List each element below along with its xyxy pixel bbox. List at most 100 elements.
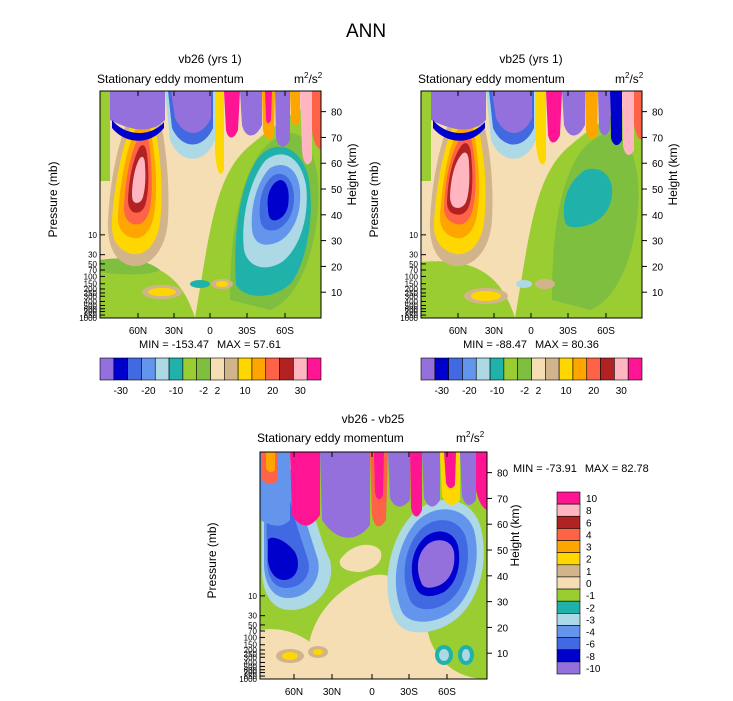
- colorbar-swatch: [503, 357, 518, 381]
- colorbar-label: -6: [586, 640, 595, 651]
- p-tick-label: 30: [248, 612, 257, 621]
- min-max-label: MIN = -88.47 MAX = 80.36: [463, 339, 599, 351]
- p-tick-label: 300: [84, 292, 98, 301]
- contour-region: [290, 91, 300, 126]
- colorbar-swatch: [475, 357, 491, 381]
- p-tick-label: 600: [405, 305, 419, 314]
- contour-region: [410, 452, 422, 517]
- colorbar-label: 20: [588, 386, 600, 397]
- colorbar-swatch: [556, 576, 581, 590]
- p-tick-label: 400: [84, 297, 98, 306]
- colorbar-swatch: [556, 515, 581, 529]
- contour-region: [216, 281, 228, 287]
- contour-region: [422, 452, 440, 507]
- contour-region: [374, 452, 384, 500]
- p-tick-label: 400: [244, 658, 258, 667]
- colorbar-label: -10: [490, 386, 505, 397]
- km-tick-label: 70: [652, 133, 664, 144]
- p-tick-label: 700: [405, 308, 419, 317]
- p-tick-label: 100: [405, 272, 419, 281]
- contour-region: [313, 649, 323, 655]
- p-tick-label: 250: [84, 289, 98, 298]
- colorbar-label: -4: [586, 628, 595, 639]
- ylabel-right: Height (km): [508, 504, 522, 566]
- p-tick-label: 500: [405, 301, 419, 310]
- colorbar-label: 10: [586, 494, 598, 505]
- colorbar-swatch: [251, 357, 267, 381]
- min-max-label: MIN = -73.91 MAX = 82.78: [513, 463, 649, 475]
- km-tick-label: 10: [652, 288, 664, 299]
- ylabel-left: Pressure (mb): [46, 161, 60, 237]
- p-tick-label: 1000: [239, 675, 257, 684]
- contour-region: [439, 649, 449, 661]
- colorbar-swatch: [306, 357, 322, 381]
- colorbar-swatch: [556, 540, 581, 553]
- contour-region: [307, 574, 487, 679]
- x-tick-label: 30S: [238, 326, 256, 337]
- panel-3: vb26 - vb25 Stationary eddy momentum m2/…: [205, 412, 649, 698]
- contour-region: [267, 180, 289, 221]
- colorbar-swatch: [224, 357, 239, 381]
- colorbar-swatch: [556, 503, 581, 517]
- colorbar-label: 0: [586, 579, 592, 590]
- x-tick-label: 60S: [597, 326, 615, 337]
- km-tick-label: 40: [497, 572, 509, 583]
- x-tick-label: 30N: [485, 326, 503, 337]
- colorbar-swatch: [196, 357, 211, 381]
- colorbar-swatch: [113, 357, 128, 381]
- x-tick-label: 60N: [285, 687, 303, 698]
- ylabel-left: Pressure (mb): [367, 161, 381, 237]
- p-tick-label: 150: [84, 280, 98, 289]
- p-tick-label: 1000: [79, 314, 97, 323]
- contour-region: [171, 91, 211, 133]
- colorbar-swatch: [586, 357, 601, 381]
- x-tick-label: 60N: [129, 326, 147, 337]
- colorbar-swatch: [127, 357, 142, 381]
- colorbar-swatch: [154, 357, 170, 381]
- axes: 60N 30N 0 30S 60S103050701001502002503004005…: [205, 452, 522, 698]
- p-tick-label: 700: [244, 669, 258, 678]
- units-label: m2/s2: [294, 71, 323, 86]
- p-tick-label: 30: [88, 251, 97, 260]
- x-tick-label: 30S: [559, 326, 577, 337]
- colorbar-swatch: [556, 552, 581, 566]
- p-tick-label: 500: [244, 662, 258, 671]
- colorbar-label: 2: [536, 386, 542, 397]
- p-tick-label: 500: [84, 301, 98, 310]
- p-tick-label: 600: [84, 305, 98, 314]
- p-tick-label: 1000: [400, 314, 418, 323]
- km-tick-label: 50: [331, 185, 343, 196]
- colorbar-swatch: [572, 357, 588, 381]
- colorbar-swatch: [558, 357, 574, 381]
- colorbar-swatch: [556, 613, 581, 626]
- p-tick-label: 850: [405, 311, 419, 320]
- colorbar-swatch: [556, 600, 581, 614]
- p-tick-label: 250: [405, 289, 419, 298]
- x-tick-label: 30N: [165, 326, 183, 337]
- colorbar-swatch: [600, 357, 615, 381]
- km-tick-label: 30: [497, 598, 509, 609]
- p-tick-label: 70: [409, 266, 418, 275]
- p-tick-label: 70: [248, 627, 257, 636]
- colorbar-swatch: [556, 528, 581, 541]
- km-tick-label: 20: [652, 262, 664, 273]
- p-tick-label: 50: [88, 260, 97, 269]
- km-tick-label: 40: [652, 211, 664, 222]
- km-tick-label: 20: [331, 262, 343, 273]
- contour-region: [421, 261, 515, 318]
- colorbar-swatch: [237, 357, 253, 381]
- colorbar-swatch: [168, 357, 184, 381]
- colorbar-label: 1: [586, 567, 592, 578]
- colorbar-swatch: [556, 588, 581, 602]
- p-tick-label: 50: [248, 621, 257, 630]
- contour-region: [562, 91, 585, 136]
- p-tick-label: 50: [409, 260, 418, 269]
- colorbar-label: 10: [560, 386, 572, 397]
- colorbar-swatch: [556, 625, 581, 638]
- p-tick-label: 200: [84, 285, 98, 294]
- contour-region: [444, 452, 456, 489]
- colorbar-label: 4: [586, 530, 592, 541]
- units-label: m2/s2: [456, 430, 485, 445]
- colorbar-swatch: [556, 491, 581, 505]
